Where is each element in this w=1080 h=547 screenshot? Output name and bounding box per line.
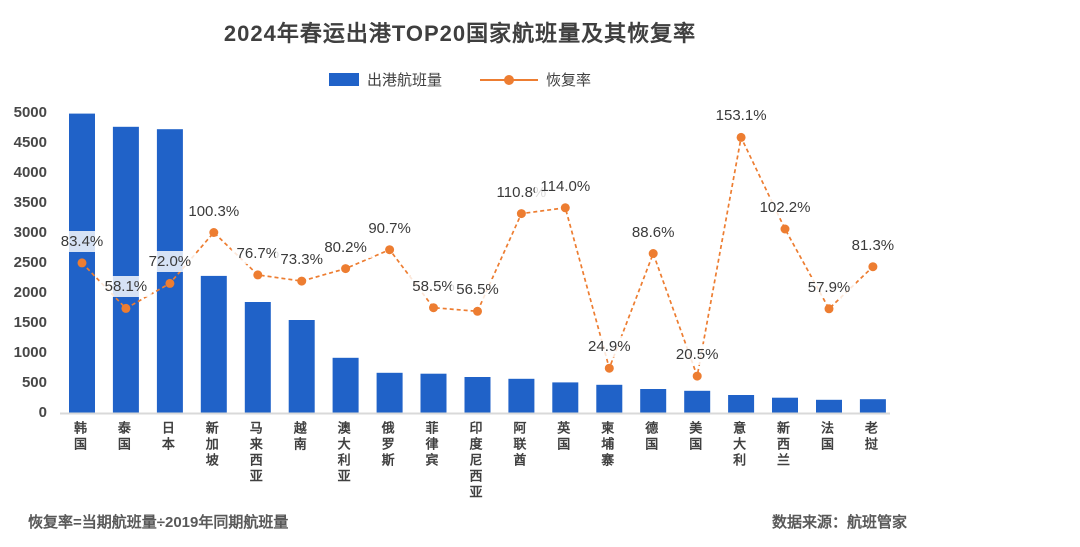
recovery-rate-value-label: 114.0% bbox=[535, 175, 596, 197]
category-label: 日本 bbox=[159, 421, 175, 453]
data-source: 数据来源：航班管家 bbox=[771, 514, 907, 531]
formula-note: 恢复率=当期航班量÷2019年同期航班量 bbox=[28, 514, 289, 531]
recovery-rate-value-label: 153.1% bbox=[710, 105, 772, 127]
y-axis-tick-label: 1500 bbox=[13, 314, 47, 331]
recovery-rate-value-label: 20.5% bbox=[670, 344, 724, 366]
recovery-rate-marker bbox=[121, 303, 131, 313]
category-label: 俄罗斯 bbox=[379, 421, 395, 469]
recovery-rate-value-label: 24.9% bbox=[583, 336, 636, 358]
category-label: 阿联酋 bbox=[511, 421, 527, 469]
legend: 出港航班量 恢复率 bbox=[0, 68, 920, 90]
recovery-rate-value-label: 88.6% bbox=[626, 221, 680, 243]
flight-volume-bar bbox=[112, 126, 139, 414]
recovery-rate-marker bbox=[560, 203, 570, 213]
y-axis-tick-label: 5000 bbox=[13, 104, 47, 121]
recovery-rate-marker bbox=[824, 304, 834, 314]
flight-volume-bar bbox=[376, 372, 403, 413]
category-label: 老挝 bbox=[862, 421, 878, 453]
category-label: 美国 bbox=[687, 421, 703, 453]
recovery-rate-value-label: 81.3% bbox=[846, 234, 900, 256]
y-axis-tick-label: 1000 bbox=[13, 344, 47, 361]
recovery-rate-marker bbox=[648, 249, 658, 258]
recovery-rate-value-label: 100.3% bbox=[183, 200, 245, 222]
chart-title: 2024年春运出港TOP20国家航班量及其恢复率 bbox=[223, 21, 697, 46]
flight-volume-bar bbox=[332, 357, 359, 413]
flight-volume-bar bbox=[772, 397, 798, 413]
category-label: 越南 bbox=[291, 421, 307, 453]
line-series-swatch bbox=[480, 74, 538, 85]
recovery-rate-marker bbox=[516, 209, 526, 219]
recovery-rate-marker bbox=[692, 371, 702, 381]
flight-volume-bar bbox=[859, 399, 886, 413]
recovery-rate-marker bbox=[868, 262, 878, 272]
flight-volume-bar bbox=[640, 389, 667, 413]
category-label: 德国 bbox=[643, 421, 659, 453]
flight-volume-bar bbox=[816, 399, 842, 413]
legend-label-flight-volume: 出港航班量 bbox=[366, 71, 442, 89]
recovery-rate-value-label: 83.4% bbox=[55, 230, 109, 252]
recovery-rate-marker bbox=[385, 245, 395, 255]
recovery-rate-value-label: 58.5% bbox=[407, 275, 460, 297]
category-label: 法国 bbox=[819, 421, 834, 453]
category-label: 新加坡 bbox=[203, 421, 219, 469]
flight-volume-bar bbox=[596, 384, 623, 413]
bar-series-swatch bbox=[328, 72, 359, 86]
category-label: 澳大利亚 bbox=[335, 421, 351, 485]
category-label: 菲律宾 bbox=[423, 421, 439, 469]
category-label: 韩国 bbox=[72, 421, 87, 453]
category-label: 意大利 bbox=[731, 421, 747, 469]
recovery-rate-value-label: 58.1% bbox=[99, 276, 153, 298]
category-label: 印度尼西亚 bbox=[467, 421, 483, 501]
y-axis-tick-label: 3500 bbox=[13, 194, 47, 211]
flight-volume-bar bbox=[684, 390, 711, 413]
recovery-rate-value-label: 56.5% bbox=[451, 279, 504, 301]
recovery-rate-marker bbox=[77, 258, 87, 268]
recovery-rate-value-label: 102.2% bbox=[754, 197, 816, 218]
recovery-rate-value-label: 72.0% bbox=[143, 251, 197, 273]
recovery-rate-marker bbox=[604, 363, 614, 373]
category-label: 马来西亚 bbox=[247, 421, 263, 485]
recovery-rate-marker bbox=[297, 276, 307, 286]
y-axis-tick-label: 4500 bbox=[13, 134, 47, 151]
legend-item-flight-volume[interactable]: 出港航班量 bbox=[328, 69, 442, 90]
y-axis-tick-label: 2500 bbox=[13, 254, 47, 271]
recovery-rate-marker bbox=[473, 306, 482, 316]
flight-volume-bar bbox=[288, 320, 315, 413]
y-axis-tick-label: 3000 bbox=[13, 224, 47, 241]
y-axis-tick-label: 2000 bbox=[13, 284, 47, 301]
recovery-rate-value-label: 90.7% bbox=[363, 217, 416, 239]
line-sample-marker-icon bbox=[504, 74, 514, 85]
legend-label-recovery-rate: 恢复率 bbox=[546, 71, 592, 89]
category-label: 新西兰 bbox=[775, 421, 790, 469]
flight-volume-bar bbox=[552, 382, 579, 413]
recovery-rate-marker bbox=[209, 228, 219, 237]
recovery-rate-marker bbox=[736, 132, 746, 142]
category-label: 柬埔寨 bbox=[599, 421, 615, 469]
flight-volume-bar bbox=[200, 275, 227, 413]
category-label: 泰国 bbox=[115, 421, 131, 453]
flight-volume-bar bbox=[508, 378, 535, 413]
flight-volume-bar bbox=[464, 377, 491, 413]
recovery-rate-value-label: 80.2% bbox=[319, 236, 372, 258]
flight-volume-bar bbox=[728, 395, 755, 413]
recovery-rate-marker bbox=[429, 303, 438, 313]
recovery-rate-value-label: 57.9% bbox=[802, 276, 856, 298]
recovery-rate-marker bbox=[780, 224, 790, 234]
flight-volume-bar bbox=[420, 373, 447, 413]
recovery-rate-marker bbox=[341, 264, 351, 274]
legend-item-recovery-rate[interactable]: 恢复率 bbox=[480, 69, 591, 90]
flight-volume-bar bbox=[244, 302, 271, 413]
recovery-rate-value-label: 76.7% bbox=[231, 242, 285, 264]
recovery-rate-value-label: 73.3% bbox=[275, 249, 328, 271]
y-axis-tick-label: 0 bbox=[38, 404, 47, 421]
recovery-rate-marker bbox=[253, 270, 263, 280]
recovery-rate-marker bbox=[165, 278, 175, 288]
y-axis-tick-label: 500 bbox=[21, 374, 47, 391]
y-axis-tick-label: 4000 bbox=[13, 164, 47, 181]
category-label: 英国 bbox=[555, 421, 571, 453]
